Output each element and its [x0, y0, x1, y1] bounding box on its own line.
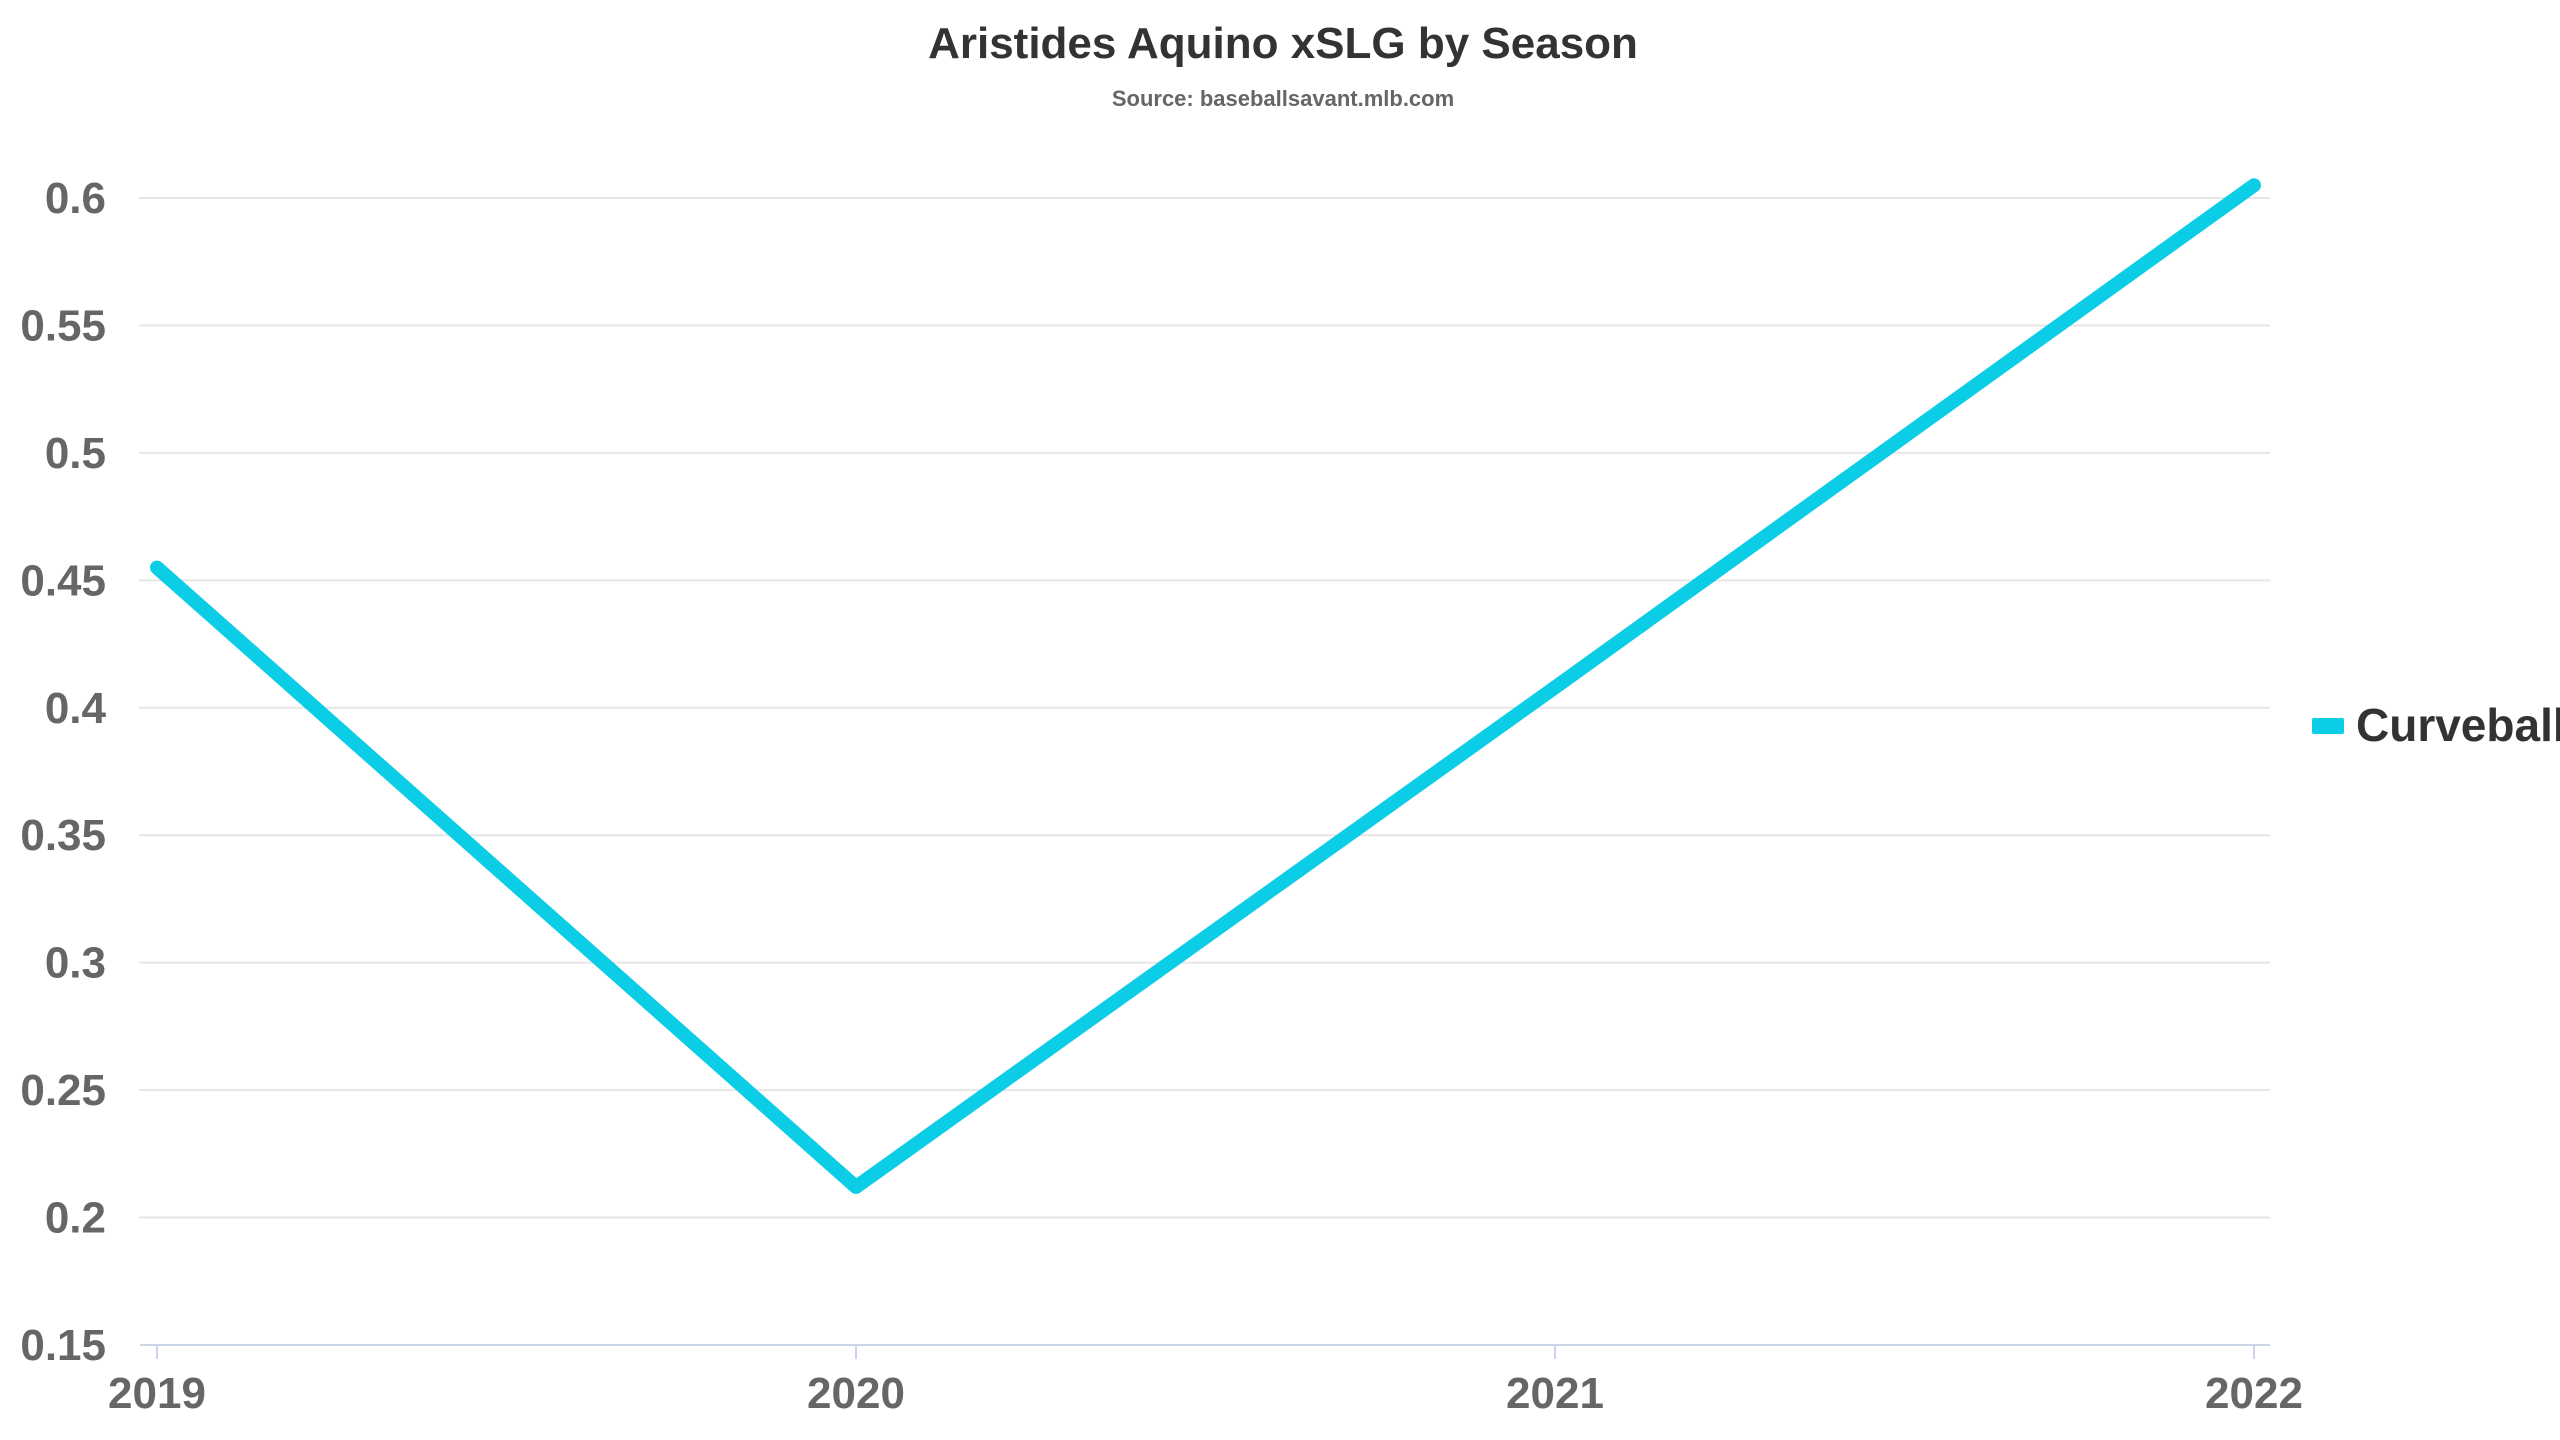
chart-title: Aristides Aquino xSLG by Season: [928, 19, 1638, 68]
y-tick-label: 0.35: [20, 811, 106, 860]
y-tick-label: 0.15: [20, 1321, 106, 1370]
x-tick-label: 2019: [108, 1369, 206, 1418]
x-tick-label: 2022: [2205, 1369, 2303, 1418]
y-tick-label: 0.25: [20, 1066, 106, 1115]
x-tick-label: 2020: [807, 1369, 905, 1418]
legend-swatch: [2312, 718, 2344, 734]
x-tick-label: 2021: [1506, 1369, 1604, 1418]
legend[interactable]: Curveball: [2312, 699, 2560, 751]
series-line-curveball: [150, 178, 2261, 1194]
gridlines: [139, 197, 2270, 1219]
y-tick-label: 0.3: [45, 939, 106, 988]
chart-subtitle: Source: baseballsavant.mlb.com: [1112, 86, 1454, 111]
y-tick-label: 0.4: [45, 684, 107, 733]
y-tick-label: 0.2: [45, 1194, 106, 1243]
y-tick-label: 0.5: [45, 429, 106, 478]
y-tick-label: 0.45: [20, 556, 106, 605]
series-lines: [150, 178, 2261, 1194]
legend-label-curveball: Curveball: [2356, 699, 2560, 751]
axes: 0.15 0.2 0.25 0.3 0.35 0.4 0.45 0.5 0.55 0.6 2019 2…: [20, 174, 2303, 1418]
y-tick-label: 0.6: [45, 174, 106, 223]
y-tick-label: 0.55: [20, 301, 106, 350]
